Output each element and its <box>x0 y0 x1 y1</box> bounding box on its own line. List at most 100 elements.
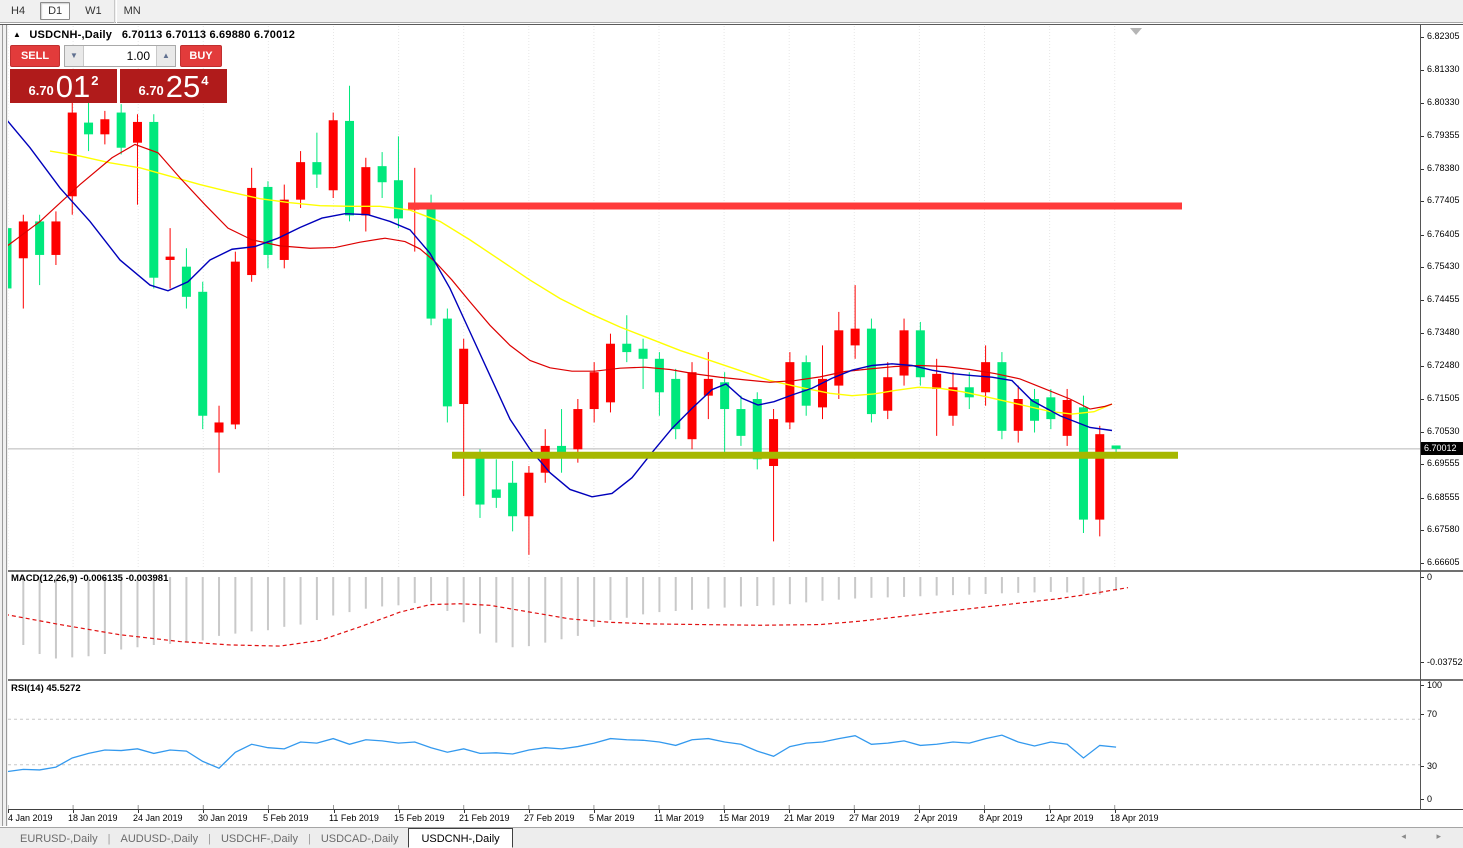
date-tick <box>268 810 269 813</box>
timeframe-button-mn[interactable]: MN <box>123 5 141 17</box>
chart-tab-bar: EURUSD-,Daily | AUDUSD-,Daily | USDCHF-,Dail… <box>0 827 1463 848</box>
buy-price-point: 4 <box>201 73 209 88</box>
date-axis-label: 5 Mar 2019 <box>589 813 635 823</box>
sell-button[interactable]: SELL <box>10 45 60 67</box>
price-axis-label: 6.80330 <box>1427 97 1460 107</box>
indicator-axis-label: 0 <box>1427 572 1433 582</box>
chart-tab-usdcad[interactable]: USDCAD-,Daily <box>320 832 399 845</box>
sell-price-pips: 01 <box>55 69 91 104</box>
date-tick <box>8 810 9 813</box>
volume-increase-icon[interactable]: ▲ <box>156 46 175 66</box>
timeframe-button-w1[interactable]: W1 <box>85 5 102 17</box>
date-tick <box>203 810 204 813</box>
timeframe-toolbar: H4 D1 W1 MN <box>0 0 1463 23</box>
indicator-axis-label: -0.037529 <box>1427 657 1463 667</box>
date-axis-label: 15 Feb 2019 <box>394 813 445 823</box>
tab-separator: | <box>208 832 211 845</box>
price-axis-label: 6.70530 <box>1427 426 1460 436</box>
date-axis-label: 30 Jan 2019 <box>198 813 248 823</box>
price-tick <box>1420 333 1424 334</box>
pane-splitter-rsi[interactable] <box>8 679 1463 681</box>
window-left-border <box>0 24 8 826</box>
tab-scroll-left-icon[interactable]: ◂ <box>1401 831 1420 841</box>
indicator-axis-label: 0 <box>1427 794 1433 804</box>
price-tick <box>1420 235 1424 236</box>
price-axis-label: 6.71505 <box>1427 393 1460 403</box>
price-tick <box>1420 432 1424 433</box>
price-axis-label: 6.82305 <box>1427 31 1460 41</box>
collapse-panel-icon[interactable]: ▲ <box>13 30 22 39</box>
date-axis-label: 24 Jan 2019 <box>133 813 183 823</box>
date-axis-label: 27 Feb 2019 <box>524 813 575 823</box>
date-tick <box>73 810 74 813</box>
pane-splitter-macd[interactable] <box>8 570 1463 572</box>
trade-panel: SELL ▼ ▲ BUY 6.70 01 2 6.70 25 4 <box>10 45 228 103</box>
chart-tab-usdchf[interactable]: USDCHF-,Daily <box>220 832 298 845</box>
date-tick <box>399 810 400 813</box>
date-axis-label: 18 Jan 2019 <box>68 813 118 823</box>
rsi-indicator-label: RSI(14) 45.5272 <box>11 683 81 694</box>
timeframe-button-h4[interactable]: H4 <box>11 5 26 17</box>
price-axis-border <box>1420 25 1421 810</box>
volume-decrease-icon[interactable]: ▼ <box>65 46 84 66</box>
date-tick <box>659 810 660 813</box>
indicator-tick <box>1420 577 1424 578</box>
date-axis-label: 27 Mar 2019 <box>849 813 900 823</box>
date-axis-label: 5 Feb 2019 <box>263 813 309 823</box>
date-axis-label: 2 Apr 2019 <box>914 813 958 823</box>
date-axis-label: 11 Feb 2019 <box>329 813 379 823</box>
sell-quote-panel[interactable]: 6.70 01 2 <box>10 69 117 103</box>
price-axis-label: 6.67580 <box>1427 524 1460 534</box>
buy-quote-panel[interactable]: 6.70 25 4 <box>120 69 227 103</box>
date-tick <box>919 810 920 813</box>
buy-button[interactable]: BUY <box>180 45 222 67</box>
date-tick <box>529 810 530 813</box>
tab-scroll-right-icon[interactable]: ▸ <box>1436 831 1455 841</box>
date-axis-label: 21 Feb 2019 <box>459 813 510 823</box>
price-axis-label: 6.66605 <box>1427 557 1460 567</box>
macd-indicator-label: MACD(12,26,9) -0.006135 -0.003981 <box>11 573 169 584</box>
chart-shift-marker-icon[interactable] <box>1130 28 1142 35</box>
price-tick <box>1420 267 1424 268</box>
price-axis-label: 6.76405 <box>1427 229 1460 239</box>
chart-title: ▲ USDCNH-,Daily 6.70113 6.70113 6.69880 … <box>13 29 295 41</box>
date-axis-label: 18 Apr 2019 <box>1110 813 1159 823</box>
date-tick <box>594 810 595 813</box>
indicator-tick <box>1420 662 1424 663</box>
price-tick <box>1420 530 1424 531</box>
date-axis-label: 12 Apr 2019 <box>1045 813 1094 823</box>
chart-tab-audusd[interactable]: AUDUSD-,Daily <box>120 832 199 845</box>
chart-tab-eurusd[interactable]: EURUSD-,Daily <box>20 832 98 845</box>
price-tick <box>1420 366 1424 367</box>
date-tick <box>1050 810 1051 813</box>
buy-price-pips: 25 <box>165 69 201 104</box>
date-tick <box>1115 810 1116 813</box>
price-axis-label: 6.74455 <box>1427 294 1460 304</box>
volume-input[interactable] <box>84 46 156 66</box>
price-tick <box>1420 498 1424 499</box>
price-axis-label: 6.75430 <box>1427 261 1460 271</box>
date-axis-label: 14 Jan 2019 <box>3 813 53 823</box>
date-tick <box>724 810 725 813</box>
date-axis-label: 15 Mar 2019 <box>719 813 770 823</box>
timeframe-button-d1[interactable]: D1 <box>40 2 71 20</box>
chart-tab-usdcnh[interactable]: USDCNH-,Daily <box>408 827 513 848</box>
price-tick <box>1420 169 1424 170</box>
date-axis-label: 21 Mar 2019 <box>784 813 835 823</box>
volume-stepper: ▼ ▲ <box>64 45 176 67</box>
price-tick <box>1420 70 1424 71</box>
price-tick <box>1420 399 1424 400</box>
toolbar-divider <box>114 0 115 23</box>
price-tick <box>1420 37 1424 38</box>
indicator-tick <box>1420 766 1424 767</box>
date-tick <box>464 810 465 813</box>
price-tick <box>1420 201 1424 202</box>
price-axis-label: 6.73480 <box>1427 327 1460 337</box>
price-tick <box>1420 103 1424 104</box>
date-tick <box>984 810 985 813</box>
current-price-tag: 6.70012 <box>1421 442 1463 455</box>
price-tick <box>1420 464 1424 465</box>
date-tick <box>334 810 335 813</box>
